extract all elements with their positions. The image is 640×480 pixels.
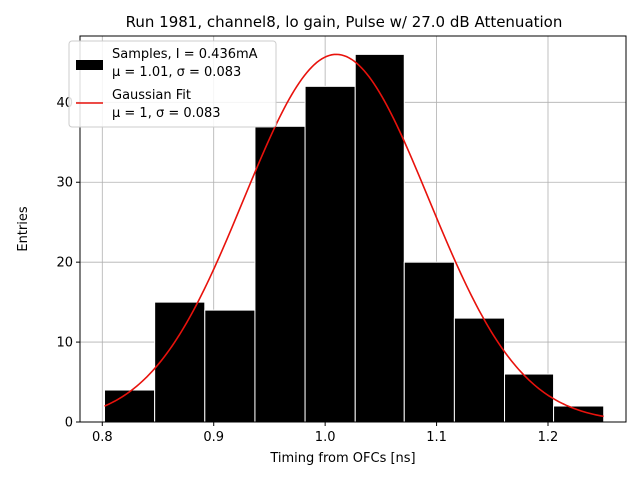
chart-title: Run 1981, channel8, lo gain, Pulse w/ 27… — [126, 13, 563, 31]
y-tick-label: 20 — [56, 256, 73, 271]
histogram-bar — [354, 53, 405, 423]
legend-samples-swatch — [76, 60, 103, 70]
histogram-bar — [104, 389, 156, 423]
legend-samples-line1: Samples, I = 0.436mA — [112, 47, 258, 62]
histogram-bar — [204, 309, 256, 423]
histogram-bar — [154, 301, 206, 423]
x-tick-label: 1.1 — [426, 430, 447, 445]
legend: Samples, I = 0.436mA μ = 1.01, σ = 0.083… — [68, 40, 277, 128]
histogram-bar — [453, 317, 506, 423]
plot-frame — [79, 35, 627, 423]
y-tick-label: 30 — [56, 176, 73, 191]
gaussian-fit-line — [104, 53, 604, 418]
x-tick-label: 1.0 — [315, 430, 336, 445]
x-axis-label: Timing from OFCs [ns] — [269, 451, 415, 466]
x-tick-label: 1.2 — [538, 430, 559, 445]
histogram-bar — [403, 261, 455, 423]
x-tick-label: 0.9 — [203, 430, 224, 445]
histogram-bar — [504, 373, 555, 423]
y-axis-label: Entries — [16, 206, 31, 252]
histogram-bar — [304, 85, 356, 423]
histogram-bar — [254, 125, 306, 423]
legend-fit-line2: μ = 1, σ = 0.083 — [112, 106, 221, 121]
y-tick-label: 0 — [65, 416, 73, 431]
legend-fit-line1: Gaussian Fit — [112, 88, 191, 103]
y-tick-label: 10 — [56, 336, 73, 351]
histogram-bar — [553, 405, 605, 423]
legend-box — [68, 40, 277, 128]
x-tick-label: 0.8 — [92, 430, 113, 445]
histogram-bars — [104, 53, 605, 423]
legend-samples-line2: μ = 1.01, σ = 0.083 — [112, 65, 241, 80]
